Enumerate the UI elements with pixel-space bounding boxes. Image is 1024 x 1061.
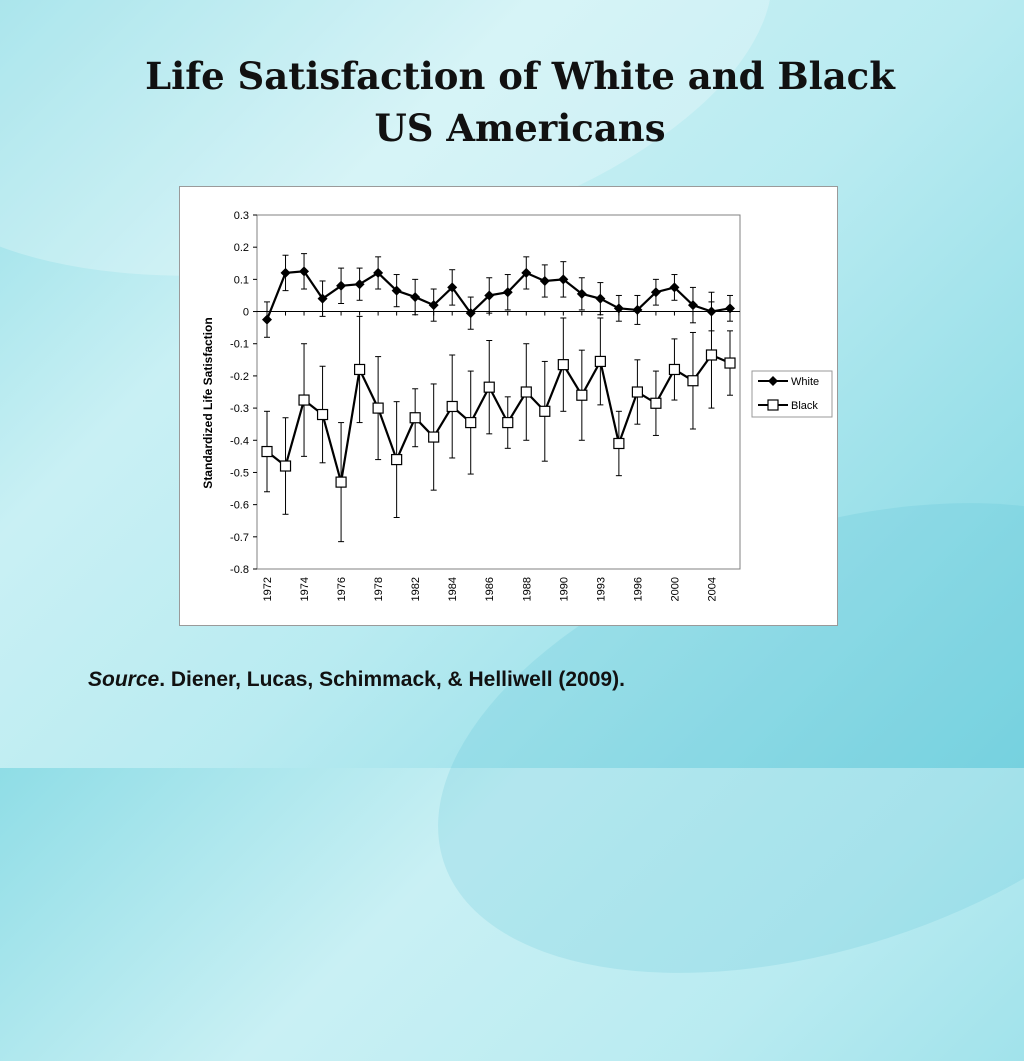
y-tick-label: -0.1 (230, 339, 249, 351)
data-point-black (465, 416, 477, 429)
plot-border (256, 214, 741, 570)
data-point-white (280, 267, 291, 278)
data-point-black (650, 397, 662, 409)
y-tick-label: 0.3 (234, 210, 249, 222)
data-point-black (391, 453, 403, 466)
data-point-black (316, 408, 329, 421)
x-tick-label: 1974 (299, 577, 311, 601)
data-point-black (409, 412, 421, 424)
data-point-black (372, 402, 384, 414)
y-tick-label: -0.2 (230, 371, 249, 383)
x-tick-label: 1978 (373, 577, 385, 601)
data-point-white (687, 300, 698, 311)
data-point-white (336, 280, 347, 291)
data-point-white (391, 285, 402, 296)
y-tick-label: -0.4 (230, 435, 249, 447)
data-point-black (446, 400, 458, 413)
series-group (261, 253, 736, 543)
y-tick-label: 0.1 (234, 274, 249, 286)
data-point-black (724, 357, 736, 369)
data-point-black (261, 445, 273, 458)
y-tick-label: -0.3 (230, 403, 249, 415)
y-tick-label: -0.6 (230, 500, 249, 512)
legend: White Black (751, 370, 833, 418)
series-white (262, 253, 735, 338)
legend-marker-black (767, 399, 779, 411)
data-point-white (669, 282, 680, 293)
data-point-white (410, 292, 421, 303)
data-point-white (613, 303, 624, 314)
x-tick-label: 1993 (595, 577, 607, 601)
data-point-black (594, 355, 606, 368)
data-point-black (576, 389, 588, 401)
x-tick-label: 2004 (706, 577, 718, 601)
data-point-white (595, 293, 606, 304)
data-point-black (631, 386, 643, 398)
x-tick-label: 1976 (336, 577, 348, 601)
x-tick-label: 1988 (521, 577, 533, 601)
series-black (261, 301, 736, 543)
y-axis-label: Standardized Life Satisfaction (201, 317, 215, 488)
x-tick-label: 2000 (669, 577, 681, 601)
slide-title: Life Satisfaction of White and Black US … (145, 54, 895, 150)
data-point-white (502, 287, 513, 298)
data-point-black (298, 394, 310, 406)
data-point-black (520, 386, 532, 398)
y-tick-label: -0.5 (230, 467, 249, 479)
source-citation: Source. Diener, Lucas, Schimmack, & Hell… (88, 668, 625, 692)
x-tick-label: 1982 (410, 577, 422, 601)
data-point-black (428, 431, 440, 443)
data-point-black (335, 476, 347, 488)
y-tick-label: 0.2 (234, 242, 249, 254)
data-point-white (465, 308, 476, 319)
data-point-white (650, 287, 661, 298)
data-point-white (576, 288, 587, 299)
data-point-black (687, 375, 699, 387)
data-point-white (373, 267, 384, 278)
data-point-black (705, 349, 718, 361)
data-point-white (725, 303, 735, 314)
chart-container: 0.3 0.2 0.1 0 -0.1 -0.2 -0.3 -0.4 -0.5 -0.6 -0.7 -0… (179, 186, 838, 626)
y-tick-label: 0 (243, 307, 249, 319)
y-tick-label: -0.8 (230, 564, 249, 576)
legend-label-black: Black (791, 400, 818, 412)
series-line-black (266, 353, 731, 483)
data-point-black (483, 381, 495, 393)
data-point-white (521, 267, 532, 278)
data-point-black (668, 363, 681, 376)
data-point-white (632, 304, 643, 315)
data-point-white (558, 274, 569, 285)
data-point-black (539, 405, 551, 417)
data-point-white (428, 300, 439, 311)
data-point-white (299, 266, 310, 277)
y-tick-label: -0.7 (230, 532, 249, 544)
data-point-white (539, 275, 550, 286)
legend-box (751, 370, 833, 418)
source-label: Source (88, 668, 160, 691)
x-tick-label: 1990 (558, 577, 570, 601)
data-point-black (613, 437, 625, 450)
legend-label-white: White (791, 376, 819, 388)
x-axis: 1972 1974 1976 1978 1982 1984 1986 1988 1990 1993… (257, 311, 740, 601)
data-point-white (262, 314, 272, 325)
x-tick-label: 1972 (262, 577, 274, 601)
x-tick-label: 1984 (447, 577, 459, 601)
series-line-white (265, 270, 731, 320)
data-point-black (557, 359, 569, 371)
source-text: . Diener, Lucas, Schimmack, & Helliwell … (159, 668, 625, 691)
data-point-black (502, 416, 514, 429)
x-tick-label: 1986 (484, 577, 496, 601)
data-point-black (279, 460, 292, 472)
data-point-black (354, 363, 366, 376)
plot-area (256, 214, 741, 570)
data-point-white (484, 290, 495, 301)
x-tick-label: 1996 (632, 577, 644, 601)
data-point-white (447, 282, 458, 293)
data-point-white (317, 293, 328, 304)
data-point-white (354, 279, 365, 290)
line-chart: 0.3 0.2 0.1 0 -0.1 -0.2 -0.3 -0.4 -0.5 -0.6 -0.7 -0… (201, 210, 833, 601)
legend-marker-white (768, 376, 778, 386)
y-axis: 0.3 0.2 0.1 0 -0.1 -0.2 -0.3 -0.4 -0.5 -0.6 -0.7 -0… (230, 210, 257, 576)
